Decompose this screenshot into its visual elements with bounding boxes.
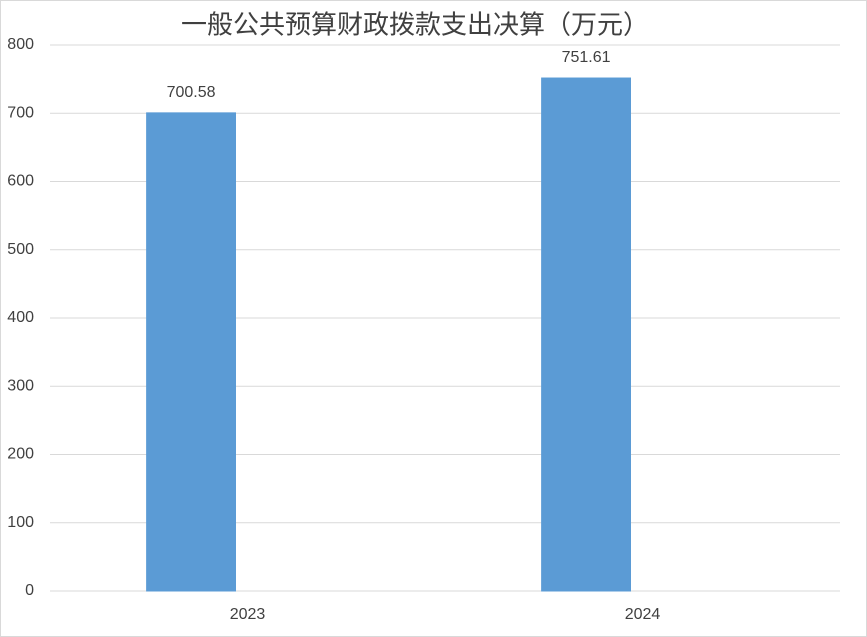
bar — [541, 77, 631, 592]
y-tick-label: 200 — [7, 446, 34, 463]
data-label: 751.61 — [562, 49, 611, 66]
y-tick-label: 400 — [7, 309, 34, 326]
x-tick-label: 2023 — [230, 606, 266, 623]
y-tick-label: 800 — [7, 36, 34, 53]
chart-title: 一般公共预算财政拨款支出决算（万元） — [181, 11, 649, 41]
data-label: 700.58 — [167, 84, 216, 101]
y-tick-label: 600 — [7, 173, 34, 190]
y-tick-label: 0 — [25, 582, 34, 599]
y-tick-label: 100 — [7, 514, 34, 531]
x-tick-label: 2024 — [625, 606, 661, 623]
y-tick-label: 700 — [7, 104, 34, 121]
y-tick-label: 300 — [7, 377, 34, 394]
y-tick-label: 500 — [7, 241, 34, 258]
bar — [146, 112, 236, 592]
